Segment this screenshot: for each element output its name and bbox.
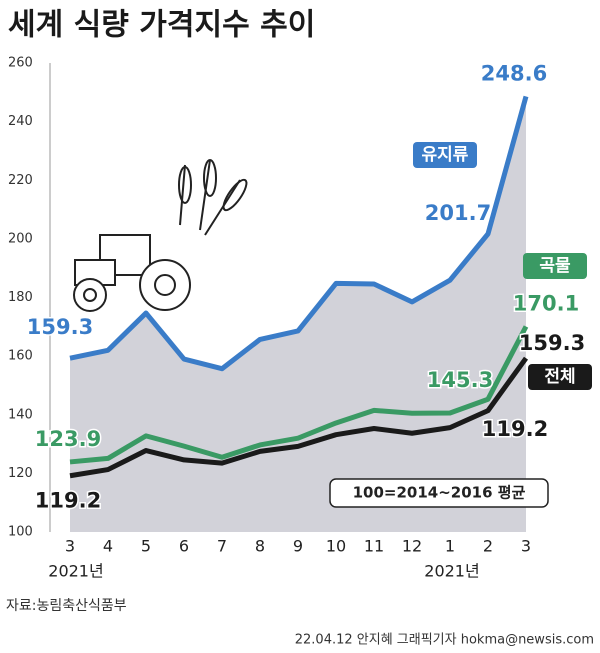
x-tick-label: 8 [255,537,265,556]
x-tick-label: 12 [402,537,422,556]
legend-label: 전체 [544,367,575,387]
y-tick-label: 240 [8,114,33,129]
legend-box [528,364,592,390]
illustration [73,159,248,312]
y-tick-label: 200 [8,231,33,246]
y-tick-label: 140 [8,407,33,422]
data-label: 123.9 [35,427,101,451]
note-box [329,478,549,508]
x-tick-label: 7 [217,537,227,556]
year-label: 2021년 [424,562,479,581]
x-tick-label: 3 [521,537,531,556]
x-tick-label: 10 [326,537,346,556]
y-tick-label: 160 [8,349,33,364]
credit: 22.04.12 안지혜 그래픽기자 hokma@newsis.com [295,633,594,648]
source: 자료:농림축산식품부 [6,598,127,614]
line [69,95,529,372]
y-tick-label: 120 [8,466,33,481]
data-label: 159.3 [27,315,93,339]
x-tick-label: 9 [293,537,303,556]
y-tick-label: 260 [8,56,33,71]
x-tick-label: 5 [141,537,151,556]
year-label: 2021년 [48,562,103,581]
data-label: 145.3 [427,368,493,392]
legend-box [413,142,477,168]
data-label: 201.7 [425,201,491,225]
annotation: 119.2 [482,417,548,441]
x-tick-label: 2 [483,537,493,556]
legend-label: 곡물 [539,256,571,276]
chart-title: 세계 식량 가격지수 추이 [8,8,315,43]
legend-label: 유지류 [422,145,469,165]
y-tick-label: 220 [8,173,33,188]
x-tick-label: 4 [103,537,113,556]
data-label: 119.2 [35,489,101,513]
area [70,96,526,532]
data-label: 170.1 [513,292,579,316]
y-tick-label: 180 [8,290,33,305]
x-tick-label: 1 [445,537,455,556]
line [69,356,529,479]
x-tick-label: 3 [65,537,75,556]
annotation: 100=2014~2016 평균 [353,484,526,502]
x-tick-label: 11 [364,537,384,556]
x-tick-label: 6 [179,537,189,556]
data-label: 248.6 [481,61,547,85]
data-label: 159.3 [519,331,585,355]
line [69,325,529,465]
y-tick-label: 100 [8,525,33,540]
legend-box [523,253,587,279]
